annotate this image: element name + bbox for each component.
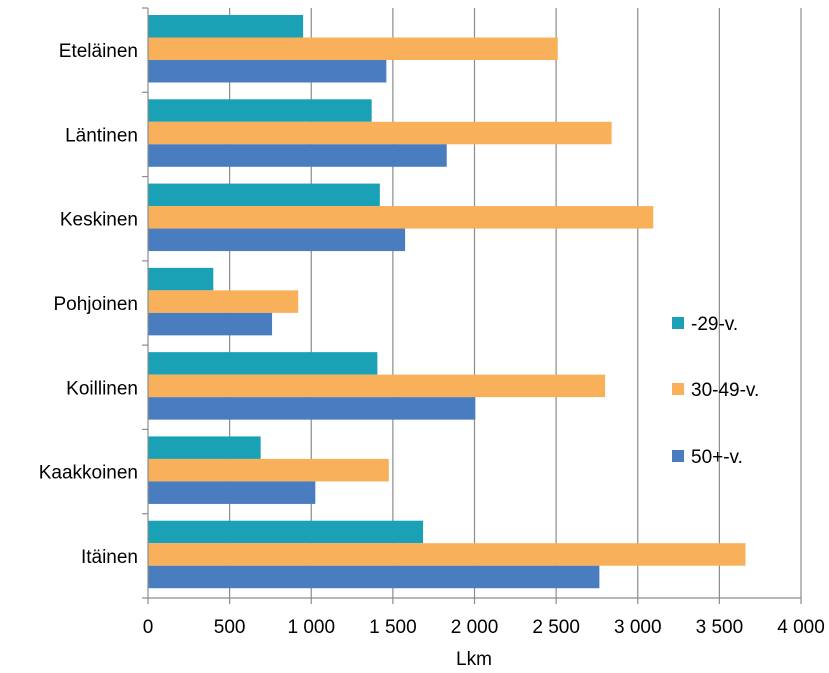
- legend-label: 30-49-v.: [691, 380, 759, 401]
- legend-label: 50+-v.: [691, 447, 743, 468]
- bar-1: [148, 520, 424, 544]
- category-label: Pohjoinen: [53, 294, 138, 315]
- bars: [148, 15, 746, 589]
- category-label: Koillinen: [66, 378, 138, 399]
- bar-2: [148, 290, 299, 313]
- bar-3: [148, 228, 406, 252]
- legend-label: -29-v.: [691, 314, 738, 335]
- category-label: Itäinen: [81, 547, 138, 568]
- bar-2: [148, 206, 654, 229]
- bar-3: [148, 60, 387, 83]
- bar-3: [148, 397, 476, 420]
- bar-2: [148, 121, 612, 145]
- bar-1: [148, 15, 304, 38]
- x-tick-label: 1 000: [287, 617, 335, 638]
- category-label: Keskinen: [60, 210, 138, 231]
- x-axis-title: Lkm: [456, 649, 492, 670]
- category-label: Läntinen: [65, 125, 138, 146]
- axes: [142, 7, 802, 604]
- bar-3: [148, 565, 600, 589]
- x-tick-label: 0: [143, 617, 154, 638]
- x-tick-label: 500: [214, 617, 246, 638]
- gridlines: [229, 8, 802, 598]
- bar-1: [148, 352, 378, 375]
- bar-1: [148, 99, 372, 122]
- legend-swatch: [672, 383, 684, 395]
- x-tick-label: 1 500: [369, 617, 417, 638]
- bar-3: [148, 312, 273, 336]
- bar-1: [148, 436, 261, 459]
- bar-3: [148, 481, 316, 504]
- bar-1: [148, 267, 214, 291]
- x-tick-label: 2 500: [532, 617, 580, 638]
- x-tick-label: 3 000: [614, 617, 662, 638]
- legend-swatch: [672, 317, 684, 329]
- bar-2: [148, 543, 746, 566]
- bar-2: [148, 458, 389, 482]
- x-tick-label: 2 000: [451, 617, 499, 638]
- category-labels: Eteläinen Läntinen Keskinen Pohjoinen Koilli…: [39, 41, 138, 568]
- bar-1: [148, 183, 380, 207]
- category-label: Kaakkoinen: [39, 463, 138, 484]
- legend-swatch: [672, 450, 684, 462]
- bar-2: [148, 374, 606, 398]
- x-tick-label: 3 500: [696, 617, 744, 638]
- x-tick-label: 4 000: [777, 617, 825, 638]
- legend: -29-v. 30-49-v. 50+-v.: [672, 314, 759, 468]
- bar-3: [148, 144, 447, 167]
- category-label: Eteläinen: [59, 41, 138, 62]
- x-tick-labels: 0 500 1 000 1 500 2 000 2 500 3 000 3 500 4 000: [143, 617, 825, 638]
- bar-2: [148, 37, 558, 60]
